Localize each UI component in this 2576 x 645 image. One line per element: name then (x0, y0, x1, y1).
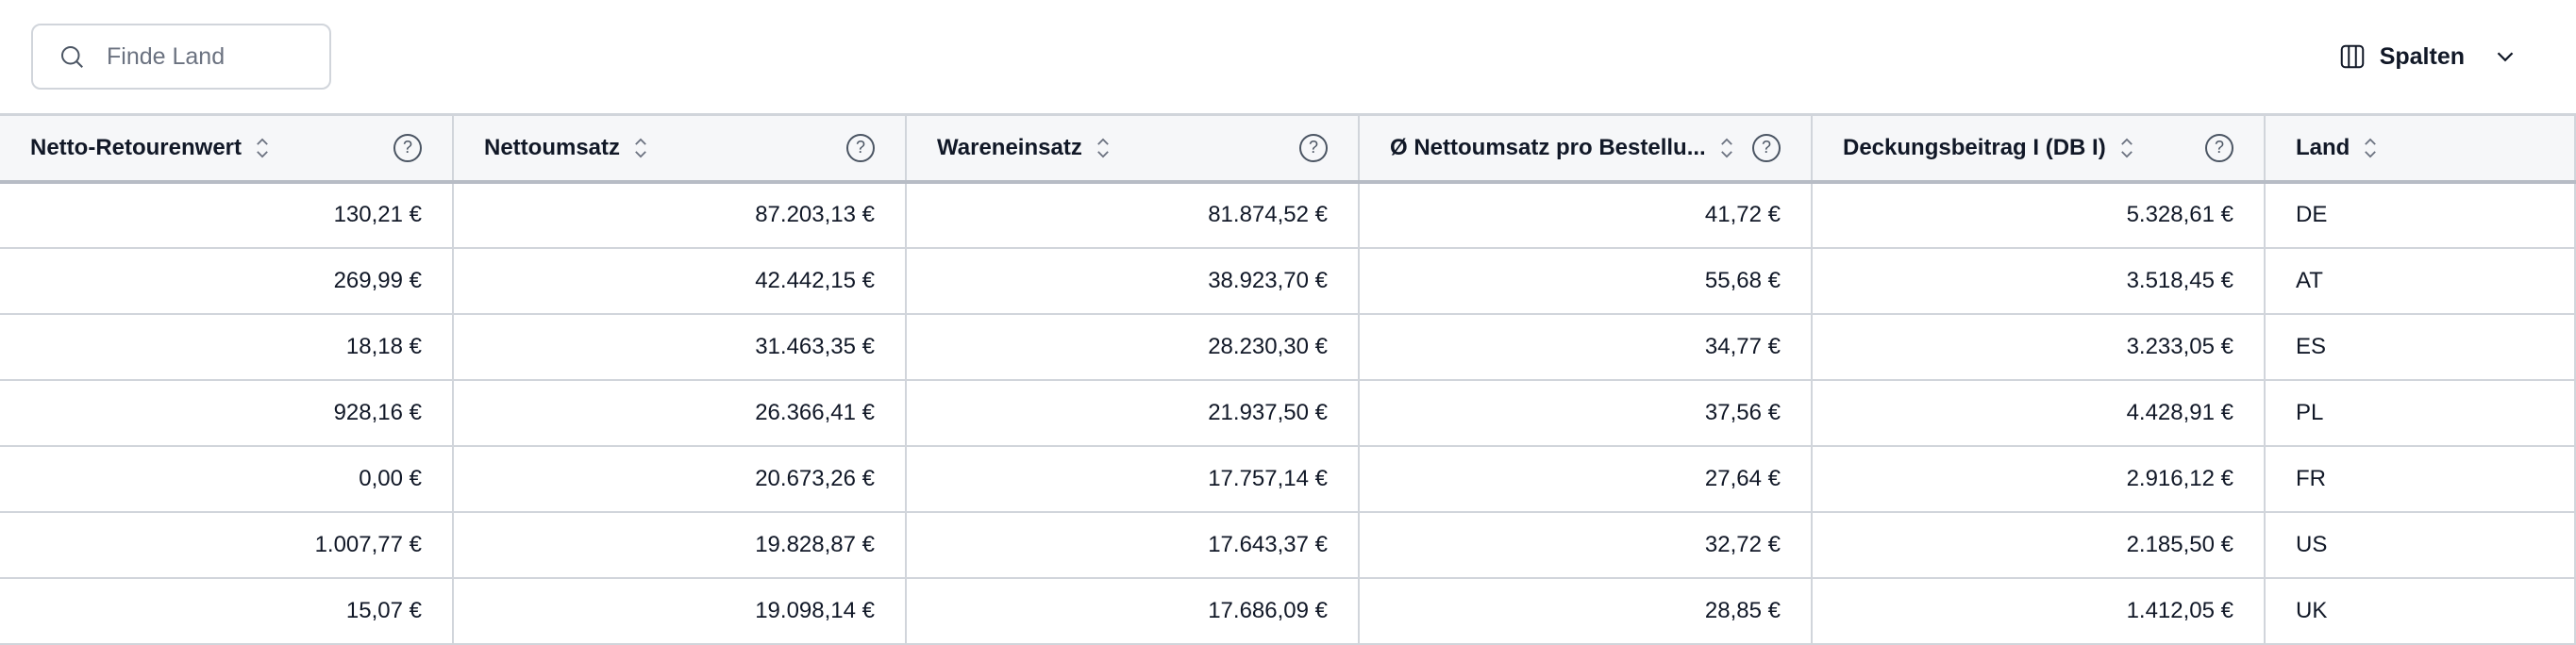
table-cell: 87.203,13 € (453, 181, 907, 249)
table-cell: 15,07 € (0, 577, 454, 645)
table-cell: 130,21 € (0, 181, 454, 249)
column-header[interactable]: Ø Nettoumsatz pro Bestellu...? (1359, 113, 1813, 184)
help-circle-icon[interactable]: ? (1752, 133, 1781, 162)
table-cell: 20.673,26 € (453, 445, 907, 513)
sort-icon[interactable] (633, 136, 648, 160)
search-field[interactable] (31, 24, 331, 90)
table-row: 15,07 €19.098,14 €17.686,09 €28,85 €1.41… (0, 577, 2576, 645)
table-cell: 42.442,15 € (453, 247, 907, 315)
table-cell: 17.686,09 € (906, 577, 1360, 645)
sort-icon[interactable] (255, 136, 270, 160)
search-icon (61, 46, 83, 68)
table-cell: 0,00 € (0, 445, 454, 513)
table-cell: AT (2265, 247, 2576, 315)
help-circle-icon[interactable]: ? (1299, 133, 1328, 162)
column-header-label: Ø Nettoumsatz pro Bestellu... (1390, 134, 1706, 160)
sort-icon[interactable] (2119, 136, 2134, 160)
table-row: 18,18 €31.463,35 €28.230,30 €34,77 €3.23… (0, 313, 2576, 381)
column-header-label: Netto-Retourenwert (30, 134, 243, 160)
table-cell: 32,72 € (1359, 511, 1813, 579)
table-cell: 28,85 € (1359, 577, 1813, 645)
table-header-row: Netto-Retourenwert? Nettoumsatz? Wareneins… (0, 113, 2576, 184)
table-row: 1.007,77 €19.828,87 €17.643,37 €32,72 €2… (0, 511, 2576, 579)
table-cell: 38.923,70 € (906, 247, 1360, 315)
table-row: 269,99 €42.442,15 €38.923,70 €55,68 €3.5… (0, 247, 2576, 315)
help-circle-icon[interactable]: ? (393, 133, 422, 162)
table-cell: 19.098,14 € (453, 577, 907, 645)
columns-button[interactable]: Spalten (2338, 28, 2519, 85)
table-cell: 41,72 € (1359, 181, 1813, 249)
table-cell: ES (2265, 313, 2576, 381)
table-cell: 55,68 € (1359, 247, 1813, 315)
sort-icon[interactable] (1096, 136, 1111, 160)
table-cell: 3.233,05 € (1812, 313, 2266, 381)
table-cell: 3.518,45 € (1812, 247, 2266, 315)
column-header[interactable]: Land (2265, 113, 2576, 184)
table-cell: 31.463,35 € (453, 313, 907, 381)
table-row: 0,00 €20.673,26 €17.757,14 €27,64 €2.916… (0, 445, 2576, 513)
table-cell: 37,56 € (1359, 379, 1813, 447)
data-table: Netto-Retourenwert? Nettoumsatz? Wareneins… (0, 113, 2576, 645)
columns-icon (2340, 44, 2364, 69)
columns-button-label: Spalten (2379, 42, 2465, 70)
table-cell: 4.428,91 € (1812, 379, 2266, 447)
column-header[interactable]: Wareneinsatz? (906, 113, 1360, 184)
column-header-label: Deckungsbeitrag I (DB I) (1843, 134, 2106, 160)
table-cell: 28.230,30 € (906, 313, 1360, 381)
table-cell: 34,77 € (1359, 313, 1813, 381)
table-cell: 81.874,52 € (906, 181, 1360, 249)
table-cell: 26.366,41 € (453, 379, 907, 447)
chevron-down-icon (2497, 52, 2514, 62)
column-header-label: Nettoumsatz (484, 134, 621, 160)
help-circle-icon[interactable]: ? (846, 133, 875, 162)
table-cell: US (2265, 511, 2576, 579)
table-cell: 2.916,12 € (1812, 445, 2266, 513)
table-cell: 928,16 € (0, 379, 454, 447)
table-cell: 269,99 € (0, 247, 454, 315)
table-row: 130,21 €87.203,13 €81.874,52 €41,72 €5.3… (0, 181, 2576, 249)
column-header[interactable]: Deckungsbeitrag I (DB I)? (1812, 113, 2266, 184)
table-cell: 17.643,37 € (906, 511, 1360, 579)
sort-icon[interactable] (2363, 136, 2378, 160)
column-header-label: Wareneinsatz (937, 134, 1082, 160)
table-cell: 5.328,61 € (1812, 181, 2266, 249)
table-cell: 27,64 € (1359, 445, 1813, 513)
table-cell: 1.007,77 € (0, 511, 454, 579)
search-input[interactable] (107, 42, 295, 71)
table-cell: PL (2265, 379, 2576, 447)
sort-icon[interactable] (1719, 136, 1734, 160)
help-circle-icon[interactable]: ? (2205, 133, 2233, 162)
table-cell: 1.412,05 € (1812, 577, 2266, 645)
column-header-label: Land (2296, 134, 2350, 160)
table-cell: 19.828,87 € (453, 511, 907, 579)
column-header[interactable]: Netto-Retourenwert? (0, 113, 454, 184)
column-header[interactable]: Nettoumsatz? (453, 113, 907, 184)
table-cell: 17.757,14 € (906, 445, 1360, 513)
table-cell: UK (2265, 577, 2576, 645)
table-cell: 2.185,50 € (1812, 511, 2266, 579)
table-cell: 18,18 € (0, 313, 454, 381)
table-cell: DE (2265, 181, 2576, 249)
table-cell: 21.937,50 € (906, 379, 1360, 447)
table-cell: FR (2265, 445, 2576, 513)
table-row: 928,16 €26.366,41 €21.937,50 €37,56 €4.4… (0, 379, 2576, 447)
